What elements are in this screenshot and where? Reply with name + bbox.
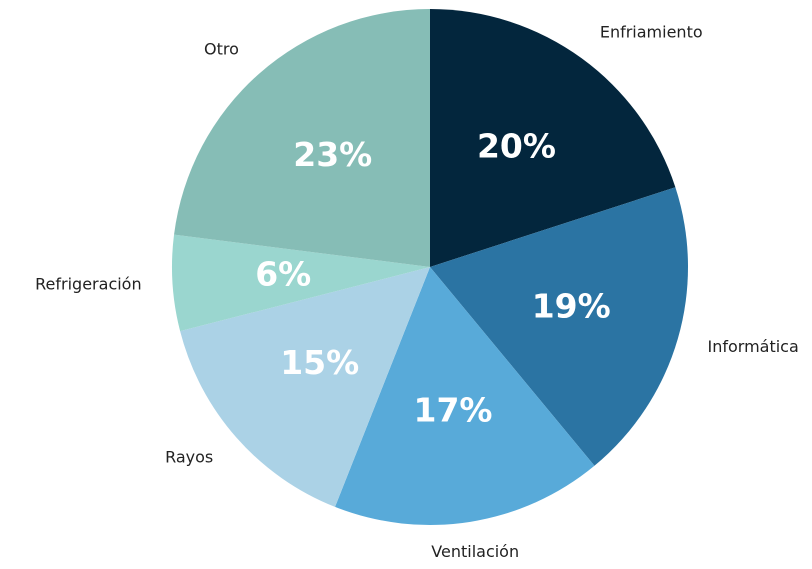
slice-category-label: Informática <box>707 337 798 356</box>
slice-value-label: 17% <box>414 391 493 430</box>
slice-category-label: Enfriamiento <box>600 23 703 42</box>
slice-value-label: 19% <box>532 287 611 326</box>
pie-slice <box>335 267 595 525</box>
pie-slice <box>180 267 430 507</box>
pie-slice <box>430 187 688 466</box>
pie-slice <box>430 9 676 267</box>
slice-category-label: Otro <box>204 40 239 59</box>
slice-value-label: 15% <box>280 343 359 382</box>
slice-value-label: 20% <box>477 127 556 166</box>
slice-category-label: Ventilación <box>431 542 519 561</box>
slice-value-label: 23% <box>293 135 372 174</box>
slice-category-label: Rayos <box>165 448 213 467</box>
slice-value-label: 6% <box>255 255 311 294</box>
pie-slice <box>172 234 431 332</box>
slice-category-label: Refrigeración <box>35 275 141 294</box>
pie-slice <box>174 9 430 267</box>
